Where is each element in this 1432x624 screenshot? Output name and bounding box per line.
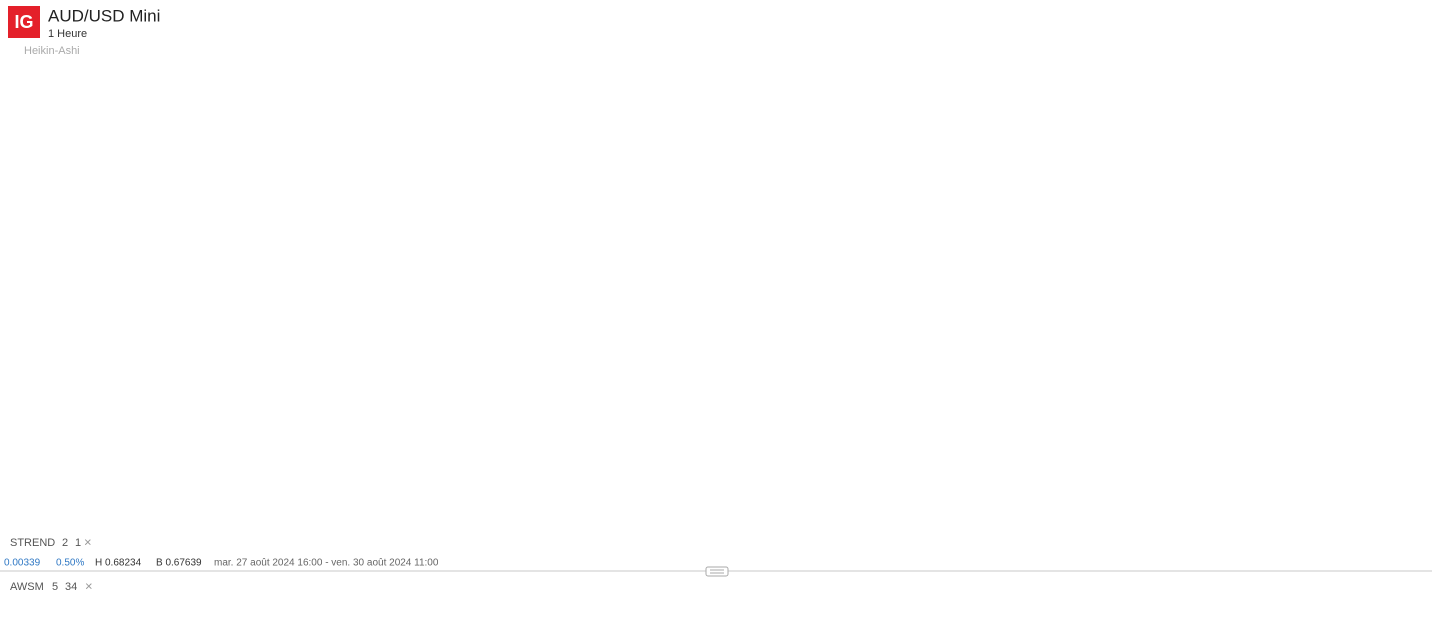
- indicator-param: 1: [75, 537, 81, 549]
- change-pct: 0.50%: [56, 558, 84, 569]
- timeframe: 1 Heure: [48, 28, 87, 40]
- high: H 0.68234: [95, 558, 142, 569]
- indicator-param: 34: [65, 581, 77, 593]
- logo-box: [8, 6, 40, 38]
- indicator-name: AWSM: [10, 581, 44, 593]
- indicator-close[interactable]: ×: [85, 578, 93, 593]
- panel-resize-handle[interactable]: [705, 566, 729, 577]
- indicator-name: STREND: [10, 537, 55, 549]
- logo: IG: [14, 12, 33, 32]
- indicator-close[interactable]: ×: [84, 534, 92, 549]
- indicator-param: 2: [62, 537, 68, 549]
- chart-style: Heikin-Ashi: [24, 45, 80, 57]
- indicator-param: 5: [52, 581, 58, 593]
- change: 0.00339: [4, 558, 41, 569]
- date-range: mar. 27 août 2024 16:00 - ven. 30 août 2…: [214, 558, 439, 569]
- instrument: AUD/USD Mini: [48, 6, 160, 25]
- low: B 0.67639: [156, 558, 202, 569]
